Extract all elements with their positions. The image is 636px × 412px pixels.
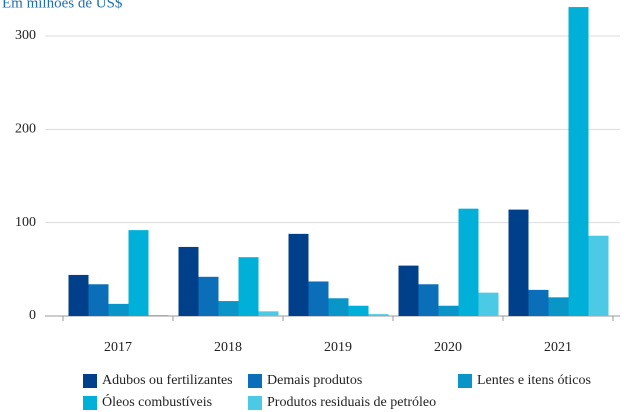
bar: [478, 292, 499, 316]
bar: [148, 315, 169, 316]
legend-label: Demais produtos: [267, 373, 362, 388]
x-tick-label: 2017: [104, 340, 132, 355]
bar: [258, 311, 279, 316]
legend-label: Adubos ou fertilizantes: [102, 373, 233, 388]
y-tick-label: 100: [15, 215, 36, 230]
bar: [548, 297, 569, 316]
bar: [508, 209, 529, 316]
x-tick-label: 2020: [434, 340, 462, 355]
legend-label: Lentes e itens óticos: [477, 373, 591, 388]
legend-label: Óleos combustíveis: [102, 393, 212, 410]
legend-swatch: [248, 374, 262, 388]
chart-title: Em milhões de US$: [2, 0, 123, 11]
bar: [128, 230, 149, 316]
bar: [68, 274, 89, 316]
bar: [418, 284, 439, 316]
bar: [108, 303, 129, 316]
bar: [438, 305, 459, 316]
legend-swatch: [83, 396, 97, 410]
x-tick-label: 2018: [214, 340, 242, 355]
bar: [568, 7, 589, 316]
bar: [198, 276, 219, 316]
bar: [308, 281, 329, 316]
bar: [528, 289, 549, 316]
x-tick-label: 2019: [324, 340, 352, 355]
bar: [588, 235, 609, 316]
legend-label: Produtos residuais de petróleo: [267, 395, 436, 410]
bar: [328, 298, 349, 316]
y-tick-label: 0: [29, 308, 36, 323]
bar: [178, 246, 199, 316]
x-tick-label: 2021: [544, 340, 572, 355]
bar: [458, 208, 479, 316]
bar: [218, 301, 239, 316]
bar: [288, 233, 309, 316]
y-tick-label: 200: [15, 122, 36, 137]
bar: [238, 257, 259, 316]
y-tick-label: 300: [15, 28, 36, 43]
bar: [348, 305, 369, 316]
bar: [88, 284, 109, 316]
bar: [368, 314, 389, 316]
bar: [398, 265, 419, 316]
legend-swatch: [248, 396, 262, 410]
legend-swatch: [83, 374, 97, 388]
legend-swatch: [458, 374, 472, 388]
